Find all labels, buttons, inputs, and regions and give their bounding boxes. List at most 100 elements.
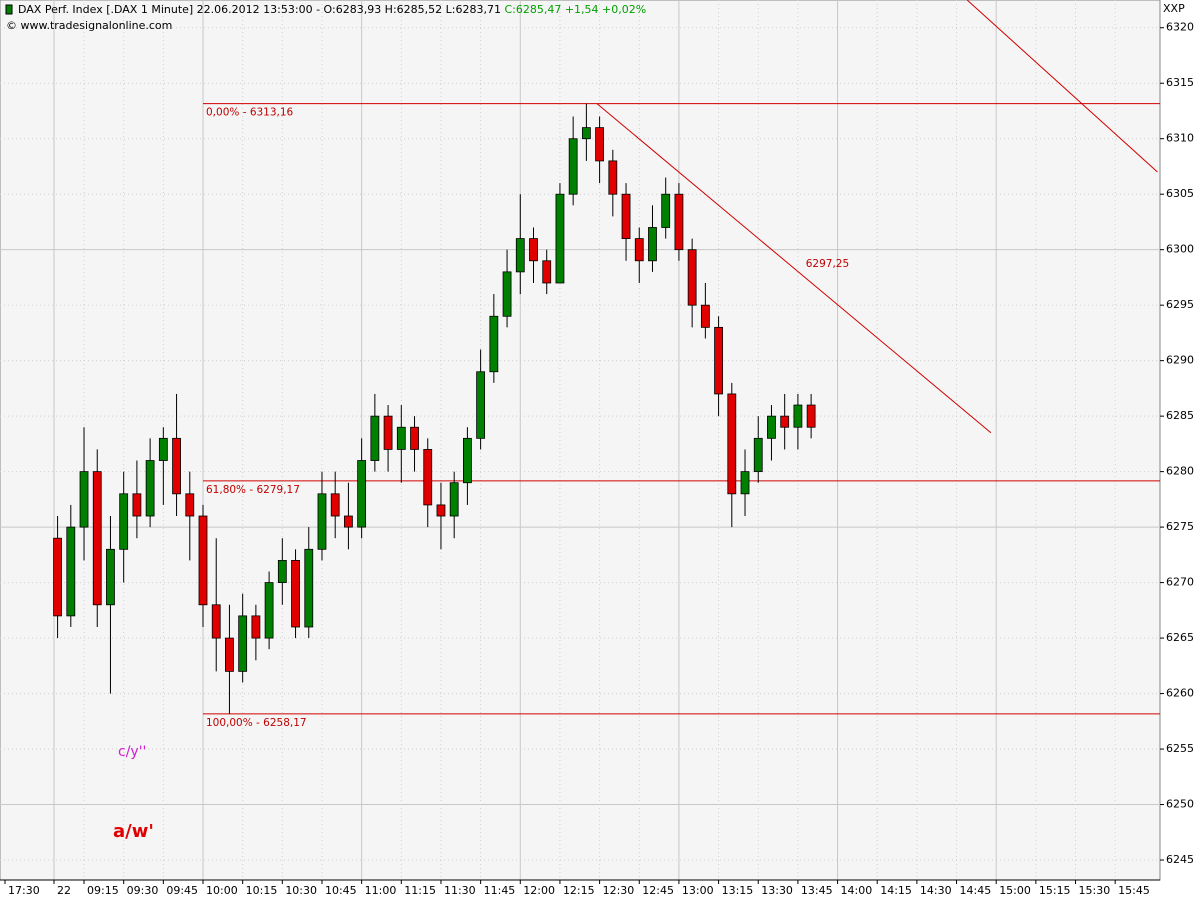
candle-body xyxy=(172,437,181,495)
candle-body xyxy=(291,560,300,628)
header-title-text: DAX Perf. Index [.DAX 1 Minute] 22.06.20… xyxy=(18,3,501,16)
y-tick-label: 6270 xyxy=(1166,576,1194,589)
y-tick-label: 6320 xyxy=(1166,21,1194,34)
y-tick-label: 6265 xyxy=(1166,631,1194,644)
header-last: C:6285,47 +1,54 +0,02% xyxy=(504,3,646,16)
candle-body xyxy=(436,504,446,517)
y-tick-label: 6285 xyxy=(1166,409,1194,422)
candle-body xyxy=(396,426,406,450)
x-tick-label: 10:15 xyxy=(246,884,278,897)
candle-body xyxy=(767,415,776,439)
x-tick-label: 14:00 xyxy=(841,884,873,897)
candle-body xyxy=(780,415,790,428)
candle-body xyxy=(515,238,525,273)
x-tick-label: 14:30 xyxy=(920,884,952,897)
x-tick-label: 13:00 xyxy=(682,884,714,897)
candle-body xyxy=(330,493,340,517)
candle-body xyxy=(410,426,419,450)
candle-body xyxy=(264,582,274,639)
candle-body xyxy=(793,404,803,428)
candle-body xyxy=(53,537,62,617)
candle-body xyxy=(462,437,472,484)
candle-body xyxy=(357,460,367,528)
x-tick-label: 11:15 xyxy=(404,884,436,897)
header-icon xyxy=(5,4,13,15)
candle-body xyxy=(608,160,618,195)
candle-body xyxy=(489,315,499,373)
x-tick-label: 11:45 xyxy=(484,884,516,897)
candle-body xyxy=(714,326,723,395)
x-tick-label: 14:15 xyxy=(880,884,912,897)
trendline-label: 6297,25 xyxy=(806,258,849,270)
header-title: DAX Perf. Index [.DAX 1 Minute] 22.06.20… xyxy=(18,3,646,16)
x-tick-label: 13:30 xyxy=(761,884,793,897)
candle-body xyxy=(79,471,89,528)
candle-body xyxy=(145,460,155,517)
candle-body xyxy=(317,493,327,550)
x-tick-label: 09:45 xyxy=(166,884,198,897)
y-tick-label: 6280 xyxy=(1166,465,1194,478)
wave-label: a/w' xyxy=(113,821,154,842)
candle-body xyxy=(476,371,486,439)
trendline xyxy=(596,103,992,434)
marks: 0,00% - 6313,16 61,80% - 6279,17 100,00% -… xyxy=(53,0,1160,729)
x-tick-label: 15:45 xyxy=(1118,884,1150,897)
fib-label: 0,00% - 6313,16 xyxy=(206,107,294,119)
candle-body xyxy=(648,227,657,262)
y-tick-label: 6255 xyxy=(1166,742,1194,755)
x-tick-label: 17:30 xyxy=(8,884,40,897)
wave-label: c/y'' xyxy=(118,744,146,760)
candle-body xyxy=(211,604,221,639)
candle-body xyxy=(277,560,287,583)
x-tick-label: 10:45 xyxy=(325,884,357,897)
candle-body xyxy=(674,193,684,251)
y-tick-label: 6310 xyxy=(1166,132,1194,145)
candle-body xyxy=(251,615,261,639)
candle-body xyxy=(304,548,314,628)
fib-label: 100,00% - 6258,17 xyxy=(206,717,307,729)
candle-body xyxy=(634,238,644,262)
y-tick-label: 6290 xyxy=(1166,354,1194,367)
candle-body xyxy=(449,482,459,517)
candle-body xyxy=(370,415,380,461)
candle-body xyxy=(740,471,750,495)
candle-body xyxy=(661,193,671,228)
y-tick-label: 6245 xyxy=(1166,853,1194,866)
candle-body xyxy=(700,304,710,328)
x-tick-label: 15:00 xyxy=(999,884,1031,897)
plot-area xyxy=(0,0,1161,881)
x-tick-label: 13:15 xyxy=(722,884,754,897)
candle-body xyxy=(344,515,353,528)
x-tick-label: 15:15 xyxy=(1039,884,1071,897)
x-tick-label: 12:15 xyxy=(563,884,595,897)
x-tick-label: 12:45 xyxy=(642,884,674,897)
x-tick-label: 14:45 xyxy=(960,884,992,897)
x-tick-label: 15:30 xyxy=(1079,884,1111,897)
fib-label: 61,80% - 6279,17 xyxy=(206,484,300,496)
candle-body xyxy=(185,493,195,517)
candle-body xyxy=(621,193,631,239)
x-tick-label: 12:00 xyxy=(523,884,555,897)
x-tick-label: 12:30 xyxy=(603,884,635,897)
y-tick-label: 6275 xyxy=(1166,520,1194,533)
x-tick-label: 11:30 xyxy=(444,884,476,897)
candle-body xyxy=(383,415,393,450)
candle-body xyxy=(225,637,234,672)
candle-body xyxy=(568,138,578,195)
candle-body xyxy=(806,404,816,428)
x-tick-label: 09:30 xyxy=(127,884,159,897)
candle-body xyxy=(66,526,76,617)
candle-body xyxy=(727,393,737,495)
y-tick-label: 6250 xyxy=(1166,798,1194,811)
trendline xyxy=(966,0,1158,173)
y-tick-label: 6300 xyxy=(1166,243,1194,256)
candle-body xyxy=(132,493,142,517)
symbol: XXP xyxy=(1163,2,1185,15)
x-tick-label: 13:45 xyxy=(801,884,833,897)
y-tick-label: 6295 xyxy=(1166,298,1194,311)
candle-body xyxy=(423,449,433,506)
candle-body xyxy=(687,249,697,306)
candle-body xyxy=(753,437,763,473)
